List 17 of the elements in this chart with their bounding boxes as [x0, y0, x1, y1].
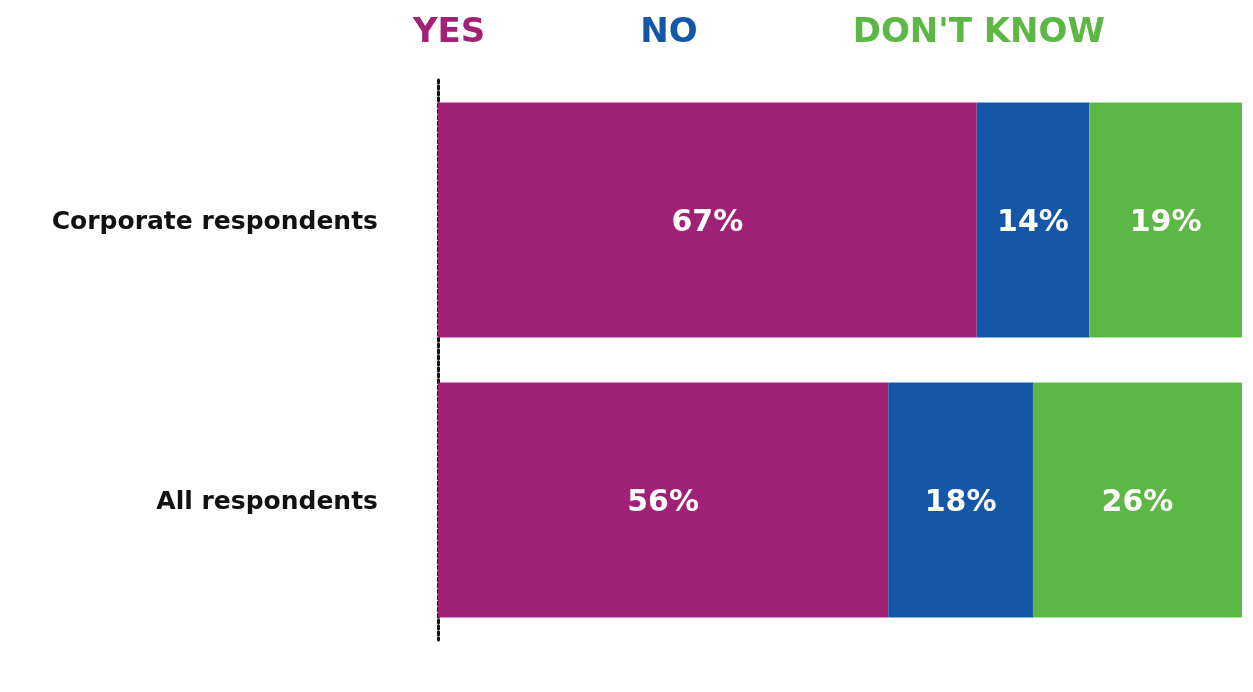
bar	[976, 102, 1090, 338]
bar	[1032, 382, 1242, 618]
data-label: 67%	[671, 202, 744, 238]
y-tick-label: All respondents	[156, 485, 378, 515]
series-label: DON'T KNOW	[852, 10, 1105, 50]
y-tick-label: Corporate respondents	[51, 205, 378, 235]
bar	[888, 382, 1033, 618]
data-label: 14%	[997, 202, 1069, 238]
bar	[438, 102, 977, 338]
data-label: 18%	[924, 482, 997, 518]
data-label: 26%	[1101, 482, 1174, 518]
text: NO	[640, 10, 698, 50]
data-label: 56%	[627, 482, 700, 518]
bar	[1089, 102, 1242, 338]
bar	[438, 382, 889, 618]
series-label: YES	[412, 10, 486, 50]
data-label: 19%	[1129, 202, 1202, 238]
